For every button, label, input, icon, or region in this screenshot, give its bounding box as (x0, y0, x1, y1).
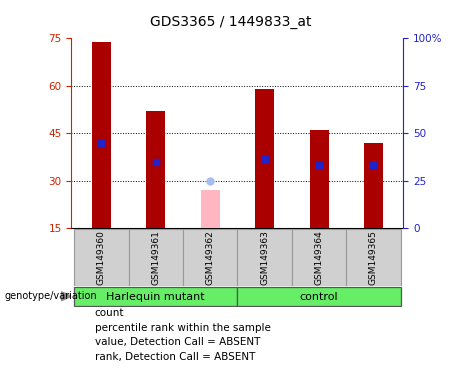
Text: percentile rank within the sample: percentile rank within the sample (95, 323, 271, 333)
Text: GSM149361: GSM149361 (151, 230, 160, 285)
Bar (364, 143, 383, 228)
Text: GSM149360: GSM149360 (97, 230, 106, 285)
Bar (74, 287, 237, 306)
Bar (292, 229, 346, 286)
Text: value, Detection Call = ABSENT: value, Detection Call = ABSENT (95, 337, 260, 347)
Bar (346, 229, 401, 286)
Text: genotype/variation: genotype/variation (5, 291, 97, 301)
Bar (129, 229, 183, 286)
Bar (201, 190, 220, 228)
Text: GSM149362: GSM149362 (206, 230, 215, 285)
Text: GSM149365: GSM149365 (369, 230, 378, 285)
Bar (255, 89, 274, 228)
Text: count: count (95, 308, 124, 318)
Bar (146, 111, 165, 228)
Text: rank, Detection Call = ABSENT: rank, Detection Call = ABSENT (95, 352, 255, 362)
Bar (237, 229, 292, 286)
Bar (92, 41, 111, 228)
Bar (309, 130, 329, 228)
Text: GDS3365 / 1449833_at: GDS3365 / 1449833_at (150, 15, 311, 29)
Bar (183, 229, 237, 286)
Text: GSM149363: GSM149363 (260, 230, 269, 285)
Polygon shape (61, 292, 71, 301)
Text: GSM149364: GSM149364 (314, 230, 324, 285)
Bar (74, 229, 129, 286)
Text: Harlequin mutant: Harlequin mutant (106, 291, 205, 302)
Text: control: control (300, 291, 338, 302)
Bar (237, 287, 401, 306)
